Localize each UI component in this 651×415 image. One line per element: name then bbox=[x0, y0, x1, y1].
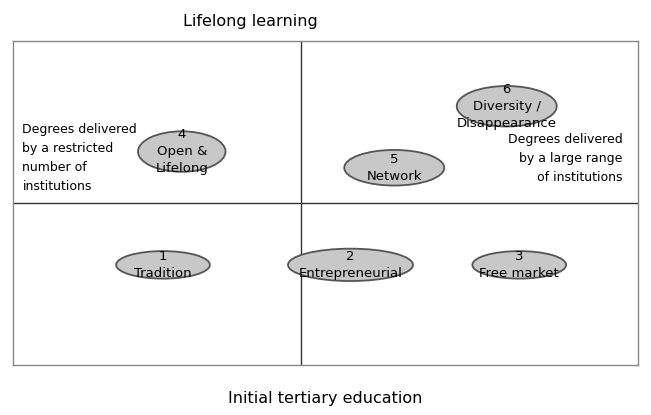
Text: 4
Open &
Lifelong: 4 Open & Lifelong bbox=[156, 128, 208, 175]
Text: Initial tertiary education: Initial tertiary education bbox=[229, 391, 422, 406]
Ellipse shape bbox=[138, 131, 225, 172]
Ellipse shape bbox=[457, 86, 557, 127]
Text: 5
Network: 5 Network bbox=[367, 153, 422, 183]
Text: Degrees delivered
by a large range
of institutions: Degrees delivered by a large range of in… bbox=[508, 132, 622, 183]
Text: 1
Tradition: 1 Tradition bbox=[134, 250, 192, 280]
Text: Lifelong learning: Lifelong learning bbox=[183, 14, 318, 29]
Text: Degrees delivered
by a restricted
number of
institutions: Degrees delivered by a restricted number… bbox=[22, 123, 137, 193]
Ellipse shape bbox=[344, 150, 444, 186]
Text: 3
Free market: 3 Free market bbox=[479, 250, 559, 280]
Ellipse shape bbox=[116, 251, 210, 278]
Text: 6
Diversity /
Disappearance: 6 Diversity / Disappearance bbox=[457, 83, 557, 130]
Text: 2
Entrepreneurial: 2 Entrepreneurial bbox=[299, 250, 402, 280]
Ellipse shape bbox=[288, 249, 413, 281]
Ellipse shape bbox=[473, 251, 566, 278]
